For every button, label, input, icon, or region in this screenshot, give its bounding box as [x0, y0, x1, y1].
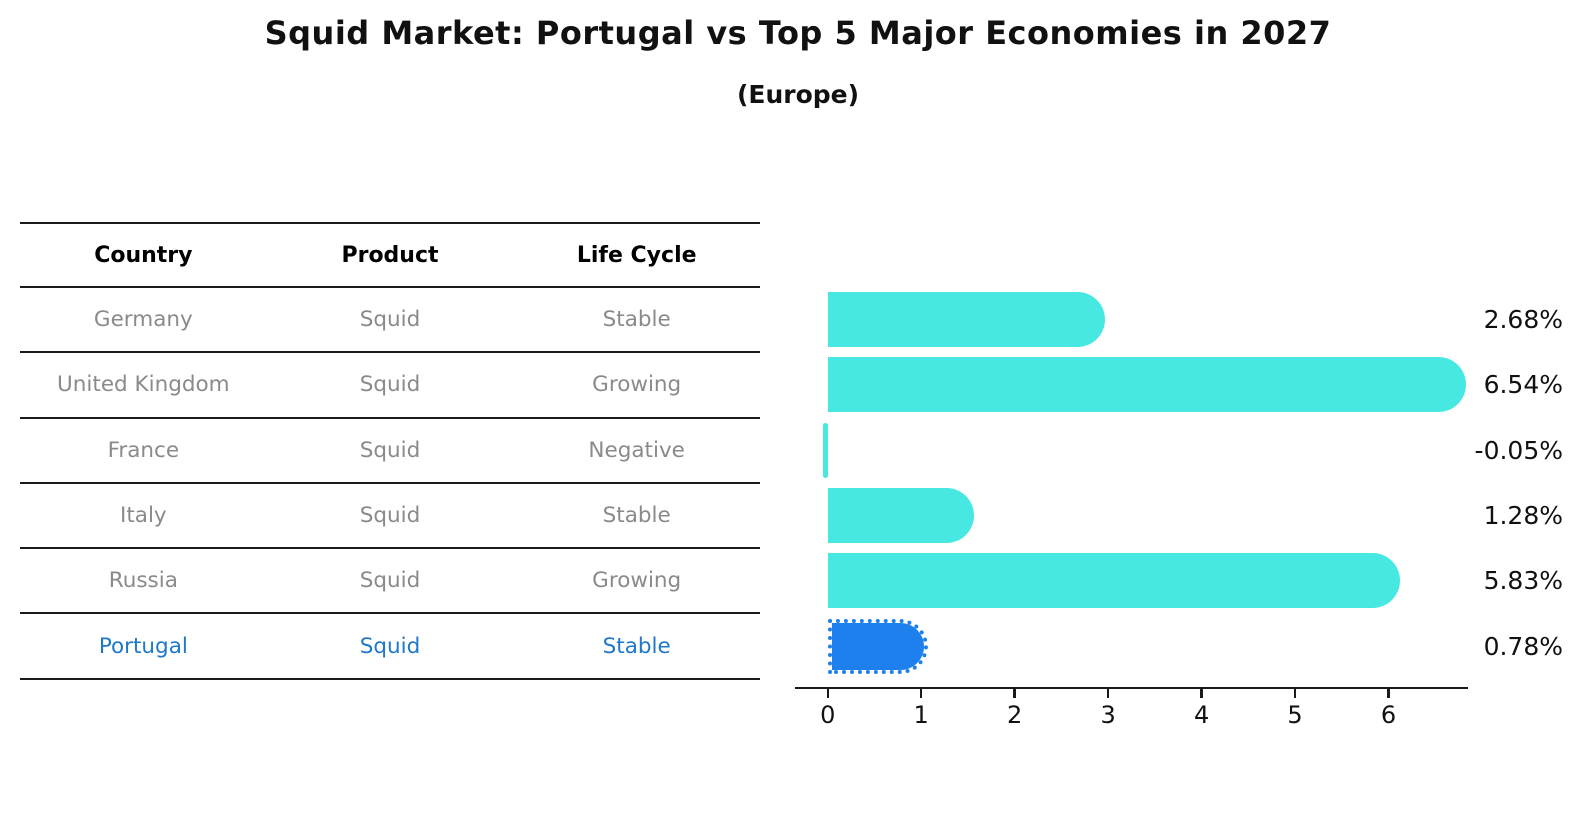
cell-country: United Kingdom	[57, 372, 230, 398]
value-label-france: -0.05%	[1474, 435, 1563, 465]
x-axis-tick	[919, 689, 923, 698]
x-axis-tick	[1013, 689, 1016, 698]
x-axis-tick	[826, 689, 829, 698]
bar-united-kingdom	[827, 357, 1466, 413]
x-axis-tick	[1387, 689, 1390, 698]
bar-chart: 0 1 2 3 4 5 6	[795, 287, 1468, 757]
x-axis-tick-label: 6	[1380, 701, 1397, 729]
table-header-row: Country Product Life Cycle	[20, 224, 760, 288]
x-axis-tick-label: 2	[1007, 701, 1023, 729]
column-header-product: Product	[341, 242, 439, 268]
cell-product: Squid	[359, 503, 421, 529]
cell-product: Squid	[359, 437, 421, 463]
x-axis-tick-label: 3	[1100, 701, 1116, 729]
cell-product: Squid	[359, 307, 421, 333]
value-label-italy: 1.28%	[1483, 501, 1563, 531]
bar-russia	[827, 553, 1400, 609]
cell-country: France	[107, 437, 180, 463]
x-axis-tick-label: 4	[1193, 701, 1210, 729]
bar-portugal	[827, 618, 928, 674]
bar-france	[823, 422, 828, 478]
x-axis-tick-label: 1	[913, 701, 929, 729]
table-row-italy: Italy Squid Stable	[20, 484, 760, 550]
cell-life-cycle: Stable	[602, 307, 671, 333]
bar-italy	[827, 488, 975, 544]
cell-product: Squid	[359, 372, 421, 398]
table-body: Germany Squid Stable United Kingdom Squid Gro…	[20, 288, 760, 680]
cell-life-cycle: Negative	[588, 437, 685, 463]
cell-product: Squid	[359, 568, 421, 594]
cell-life-cycle: Stable	[602, 503, 671, 529]
table-row-portugal: Portugal Squid Stable	[20, 614, 760, 680]
value-label-portugal: 0.78%	[1483, 631, 1563, 661]
cell-country: Germany	[93, 307, 193, 333]
cell-life-cycle: Stable	[602, 633, 671, 659]
cell-product: Squid	[359, 633, 421, 659]
x-axis	[795, 687, 1468, 690]
cell-life-cycle: Growing	[592, 568, 682, 594]
page-title: Squid Market: Portugal vs Top 5 Major Ec…	[264, 14, 1332, 52]
table-row-united-kingdom: United Kingdom Squid Growing	[20, 353, 760, 419]
column-header-life-cycle: Life Cycle	[576, 242, 697, 268]
x-axis-tick	[1200, 689, 1203, 698]
bar-germany	[827, 292, 1106, 348]
x-axis-tick-label: 0	[820, 701, 836, 729]
column-header-country: Country	[94, 242, 193, 268]
value-label-column: 2.68% 6.54% -0.05% 1.28% 5.83% 0.78%	[1443, 287, 1563, 679]
x-axis-tick	[1293, 689, 1297, 698]
value-label-germany: 2.68%	[1483, 305, 1563, 335]
page-subtitle: (Europe)	[736, 80, 860, 109]
cell-country: Portugal	[98, 633, 188, 659]
cell-life-cycle: Growing	[592, 372, 682, 398]
value-label-russia: 5.83%	[1483, 566, 1563, 596]
cell-country: Italy	[120, 503, 167, 529]
table-row-russia: Russia Squid Growing	[20, 549, 760, 615]
value-label-united-kingdom: 6.54%	[1483, 370, 1563, 400]
x-axis-tick	[1106, 689, 1110, 698]
table-row-france: France Squid Negative	[20, 419, 760, 484]
data-table: Country Product Life Cycle Germany Squid S…	[20, 222, 760, 680]
cell-country: Russia	[108, 568, 178, 594]
table-row-germany: Germany Squid Stable	[20, 288, 760, 354]
x-axis-tick-label: 5	[1287, 701, 1303, 729]
